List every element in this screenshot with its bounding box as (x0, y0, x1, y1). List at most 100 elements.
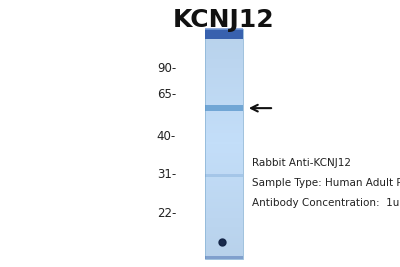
Bar (205, 256, 243, 259)
Text: Antibody Concentration:  1ug/mL: Antibody Concentration: 1ug/mL (252, 198, 400, 208)
Bar (205, 146, 243, 149)
Bar (205, 208, 243, 211)
Bar (205, 231, 243, 234)
Bar (205, 107, 243, 110)
Bar (205, 36, 243, 38)
Bar (205, 59, 243, 61)
Bar (205, 171, 243, 174)
Bar (205, 105, 243, 111)
Bar (205, 118, 243, 121)
Bar (205, 121, 243, 124)
Bar (205, 242, 243, 245)
Bar (205, 98, 243, 101)
Bar (205, 102, 243, 105)
Bar (205, 144, 243, 147)
Bar (205, 125, 243, 128)
Bar (205, 116, 243, 119)
Bar (205, 233, 243, 236)
Bar (205, 167, 243, 170)
Text: 65-: 65- (157, 88, 176, 101)
Bar (205, 151, 243, 153)
Bar (205, 31, 243, 34)
Bar (205, 91, 243, 94)
Bar (205, 190, 243, 193)
Bar (205, 247, 243, 250)
Bar (205, 93, 243, 96)
Bar (205, 249, 243, 252)
Bar (205, 178, 243, 181)
Bar (205, 158, 243, 160)
Bar (205, 164, 243, 167)
Bar (205, 210, 243, 213)
Bar (205, 79, 243, 82)
Bar (205, 215, 243, 218)
Bar (205, 217, 243, 220)
Bar (205, 174, 243, 177)
Bar (205, 206, 243, 209)
Bar (205, 56, 243, 59)
Bar (205, 192, 243, 195)
Bar (205, 185, 243, 188)
Bar (205, 226, 243, 229)
Bar (205, 174, 243, 176)
Text: Sample Type: Human Adult Place: Sample Type: Human Adult Place (252, 178, 400, 188)
Text: 40-: 40- (157, 130, 176, 143)
Bar (205, 137, 243, 140)
Bar (205, 197, 243, 199)
Bar (205, 30, 243, 39)
Bar (205, 176, 243, 179)
Bar (205, 224, 243, 227)
Bar (205, 162, 243, 165)
Bar (205, 141, 243, 144)
Bar (205, 40, 243, 43)
Bar (205, 169, 243, 172)
Text: 22-: 22- (157, 207, 176, 220)
Bar (205, 229, 243, 231)
Bar (205, 155, 243, 158)
Bar (205, 194, 243, 197)
Bar (205, 213, 243, 215)
Bar (205, 38, 243, 41)
Text: 31-: 31- (157, 168, 176, 181)
Bar (205, 153, 243, 156)
Bar (205, 148, 243, 151)
Bar (205, 70, 243, 73)
Bar (205, 63, 243, 66)
Bar (205, 199, 243, 202)
Bar (205, 235, 243, 238)
Bar (205, 75, 243, 78)
Text: KCNJ12: KCNJ12 (173, 8, 275, 32)
Bar (205, 52, 243, 55)
Bar (205, 66, 243, 68)
Bar (205, 29, 243, 32)
Bar (205, 77, 243, 80)
Text: Rabbit Anti-KCNJ12: Rabbit Anti-KCNJ12 (252, 158, 351, 168)
Bar (205, 254, 243, 257)
Bar (205, 61, 243, 64)
Bar (205, 201, 243, 204)
Bar (205, 33, 243, 36)
Bar (205, 240, 243, 243)
Bar (205, 252, 243, 254)
Bar (205, 132, 243, 135)
Bar (205, 222, 243, 225)
Bar (205, 105, 243, 107)
Bar (205, 219, 243, 222)
Bar (205, 135, 243, 137)
Bar (205, 68, 243, 71)
Bar (205, 183, 243, 186)
Bar (205, 29, 243, 259)
Bar (205, 72, 243, 75)
Bar (205, 128, 243, 130)
Bar (205, 238, 243, 241)
Bar (205, 160, 243, 163)
Bar (205, 43, 243, 45)
Bar (205, 187, 243, 190)
Bar (205, 82, 243, 84)
Bar (205, 45, 243, 48)
Bar (205, 84, 243, 87)
Bar (205, 86, 243, 89)
Bar (205, 123, 243, 126)
Bar (205, 245, 243, 248)
Bar (205, 95, 243, 98)
